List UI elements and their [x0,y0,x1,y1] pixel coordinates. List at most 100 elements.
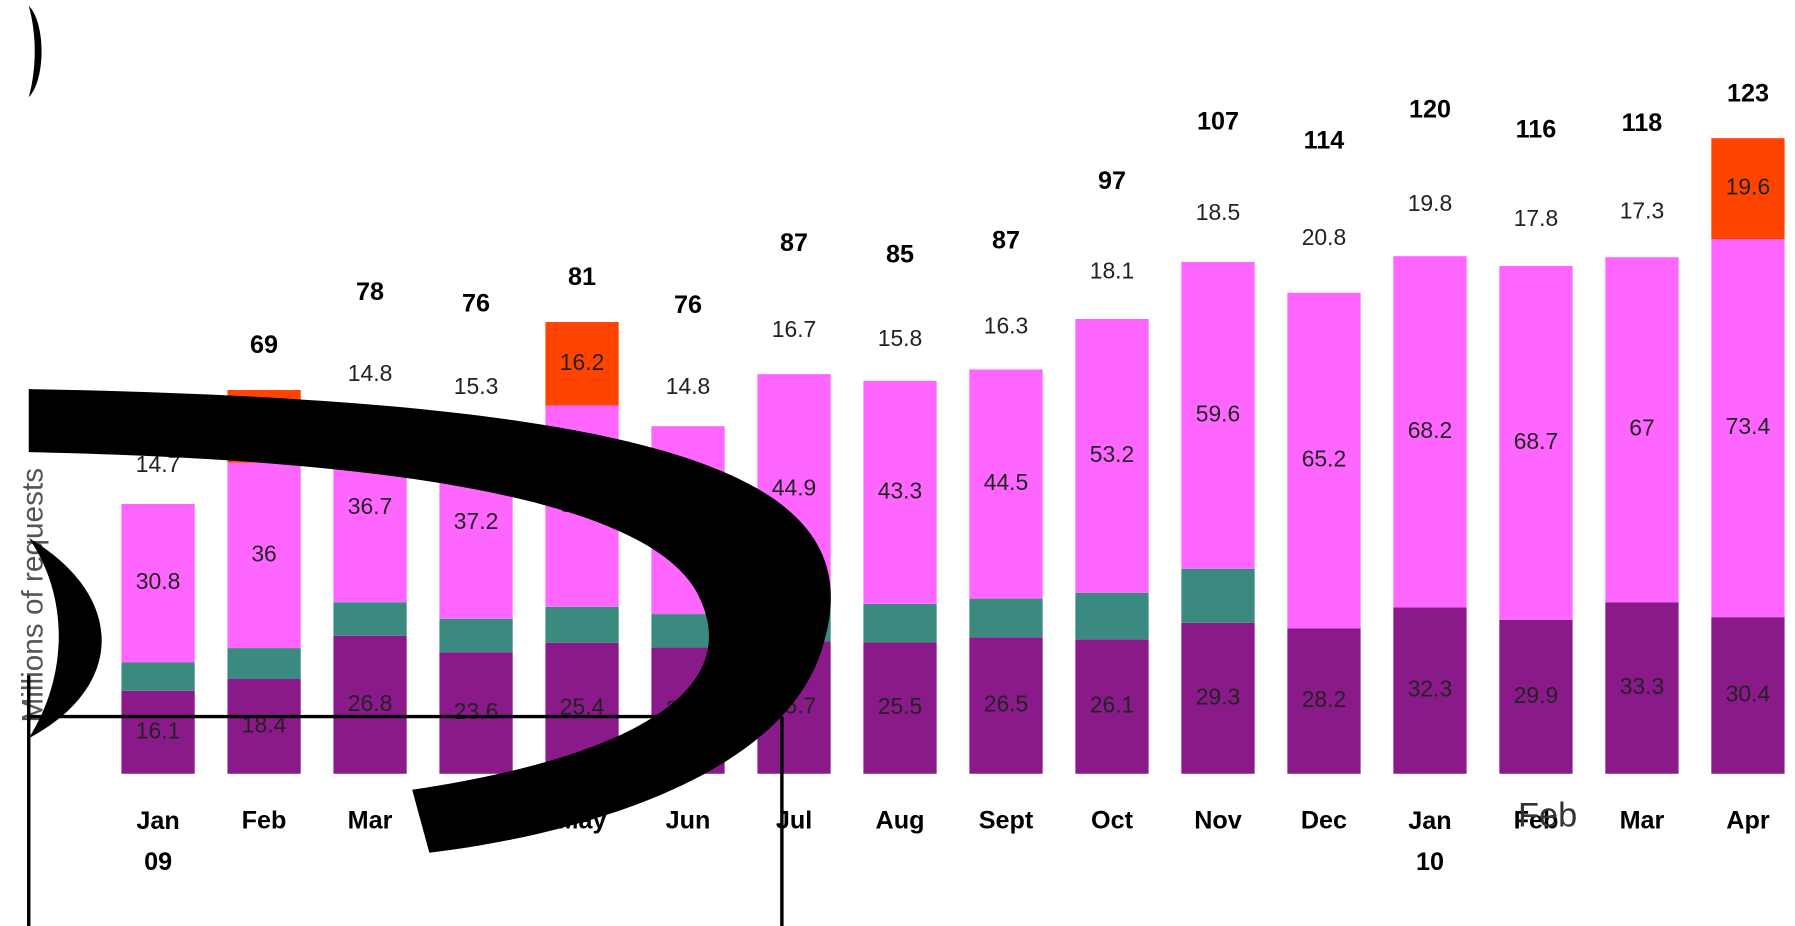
x-tick-label: Feb [1514,806,1559,834]
bars: 16.130.814.7Jan0918.43614.169Feb26.836.7… [121,79,1785,876]
x-tick-label: Feb [242,806,287,834]
bar-segment [121,662,195,691]
value-label: 16.1 [136,717,181,743]
total-label: 76 [674,291,702,319]
x-tick-label: Mar [1620,806,1665,834]
bar-segment [333,336,407,414]
value-label: 53.2 [1090,441,1135,467]
decoration [28,389,831,853]
bar-segment [333,602,407,636]
value-label: 23.6 [454,698,499,724]
total-label: 81 [568,263,596,291]
value-label: 19.8 [1408,190,1453,216]
bar-segment [1075,318,1149,593]
bar-segment [1181,166,1255,262]
bar-segment [1393,607,1467,774]
bar-segment [969,637,1043,774]
value-label: 26.1 [1090,692,1135,718]
value-label: 68.2 [1408,417,1453,443]
value-label: 25.5 [878,693,923,719]
bar-segment [1499,619,1573,774]
bar-segment [1499,265,1573,620]
value-label: 30.4 [1726,681,1771,707]
x-tick-label: Apr [1726,806,1770,834]
bar-segment [227,678,301,774]
bar-segment [545,322,619,406]
value-label: 16.2 [560,349,605,375]
value-label: 26.8 [348,690,393,716]
total-label: 87 [992,227,1020,255]
value-label: 67 [1629,415,1654,441]
value-label: 36 [251,540,276,566]
bar-segment [1075,225,1149,319]
bar-segment [757,288,831,375]
bar-segment [969,598,1043,638]
value-label: 15.3 [454,373,499,399]
bar-segment [1181,261,1255,569]
value-label: 18.1 [1090,257,1135,283]
value-label: 20.8 [1302,224,1347,250]
total-label: 116 [1516,115,1557,143]
bar-segment [863,299,937,381]
bar-segment [545,606,619,643]
x-tick-label: Oct [1091,806,1134,834]
value-label: 18.5 [1196,199,1241,225]
value-label: 43.3 [878,477,923,503]
bar-segment [1181,622,1255,774]
bar-segment [863,642,937,774]
value-label: 68.7 [1514,428,1559,454]
bar-segment [863,603,937,643]
bar-segment [121,690,195,774]
value-label: 44.9 [772,475,817,501]
value-label: 32.3 [1408,676,1453,702]
value-label: 17.3 [1620,198,1665,224]
total-label: 76 [462,289,490,317]
x-tick-label: Jan 09 [136,806,179,875]
value-label: 33.3 [1620,673,1665,699]
value-label: 29.3 [1196,683,1241,709]
bar-segment [1075,639,1149,774]
value-label: 14.8 [348,360,393,386]
bar-segment [227,462,301,649]
value-label: 28.2 [1302,686,1347,712]
bar-segment [1393,154,1467,257]
x-tick-label: Sept [979,806,1034,834]
total-label: 85 [886,241,914,269]
total-label: 114 [1304,127,1345,155]
total-label: 78 [356,278,384,306]
total-label: 107 [1197,108,1239,136]
bar-segment [1287,292,1361,629]
total-label: 120 [1409,95,1451,123]
value-label: 15.8 [878,325,923,351]
bar-segment [969,369,1043,599]
bar-segment [439,618,513,653]
bar-segment [651,349,725,427]
value-label: 44.5 [984,469,1029,495]
bar-segment [227,648,301,679]
total-label: 123 [1727,79,1769,107]
bar-segment [121,503,195,663]
bar-segment [1287,628,1361,774]
bar-segment [1499,174,1573,266]
value-label: 59.6 [1196,400,1241,426]
decoration [28,5,42,98]
bar-segment [1711,138,1785,240]
decoration [28,537,102,739]
bar-segment [863,380,937,604]
annotation: Feb [1518,796,1577,834]
value-label: 16.3 [984,312,1029,338]
bar-segment [1711,239,1785,618]
value-label: 16.7 [772,316,817,342]
y-axis-label: Millions of requests [16,468,49,723]
bar-segment [1605,168,1679,258]
value-label: 19.6 [1726,174,1771,200]
x-tick-label: Mar [348,806,393,834]
total-label: 87 [780,229,808,257]
bar-segment [969,285,1043,370]
x-tick-label: Nov [1194,806,1242,834]
value-label: 65.2 [1302,446,1347,472]
value-label: 17.8 [1514,205,1559,231]
x-tick-label: Dec [1301,806,1347,834]
value-label: 36.7 [348,493,393,519]
